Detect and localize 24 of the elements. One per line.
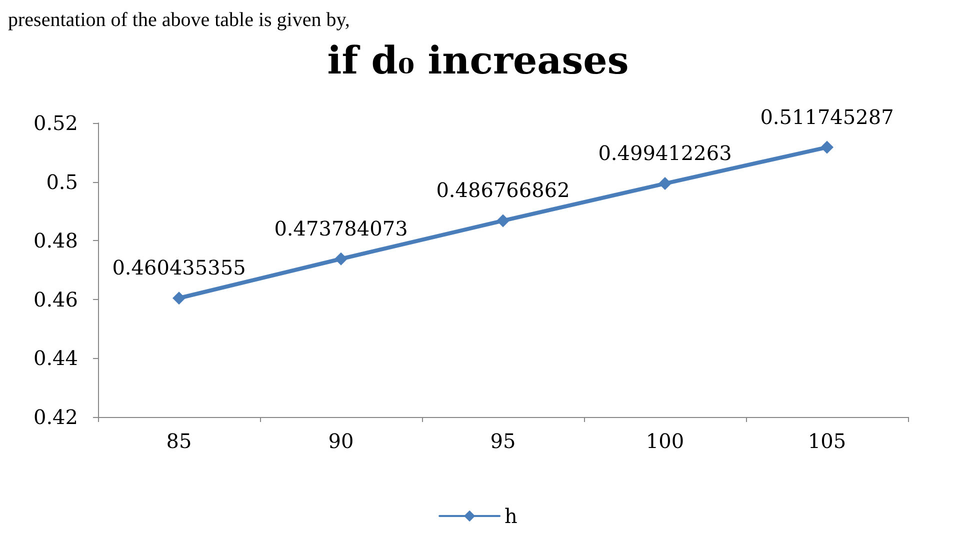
y-tick-label: 0.46 bbox=[33, 287, 78, 312]
y-tick-label: 0.52 bbox=[33, 111, 78, 135]
data-label: 0.486766862 bbox=[436, 178, 570, 202]
x-tick-label: 90 bbox=[328, 429, 354, 453]
y-tick-label: 0.42 bbox=[33, 405, 78, 429]
data-label: 0.511745287 bbox=[760, 104, 894, 129]
point bbox=[334, 252, 348, 266]
legend-label: h bbox=[504, 504, 518, 528]
data-label: 0.460435355 bbox=[112, 256, 246, 280]
point bbox=[172, 292, 186, 305]
y-tick-label: 0.5 bbox=[46, 170, 78, 194]
y-tick-label: 0.48 bbox=[33, 228, 78, 253]
x-tick-label: 105 bbox=[808, 429, 846, 453]
data-label: 0.473784073 bbox=[274, 216, 408, 240]
point bbox=[496, 214, 510, 228]
point bbox=[658, 177, 672, 190]
text: presentation of the above table is given by, bbox=[8, 9, 350, 31]
data-label: 0.499412263 bbox=[598, 141, 732, 166]
x-tick-label: 100 bbox=[646, 429, 684, 453]
point bbox=[820, 140, 834, 154]
x-tick-label: 95 bbox=[490, 429, 516, 453]
x-tick-label: 85 bbox=[166, 429, 192, 453]
chart-title: if d₀ increases bbox=[327, 38, 629, 82]
y-tick-label: 0.44 bbox=[33, 346, 78, 370]
